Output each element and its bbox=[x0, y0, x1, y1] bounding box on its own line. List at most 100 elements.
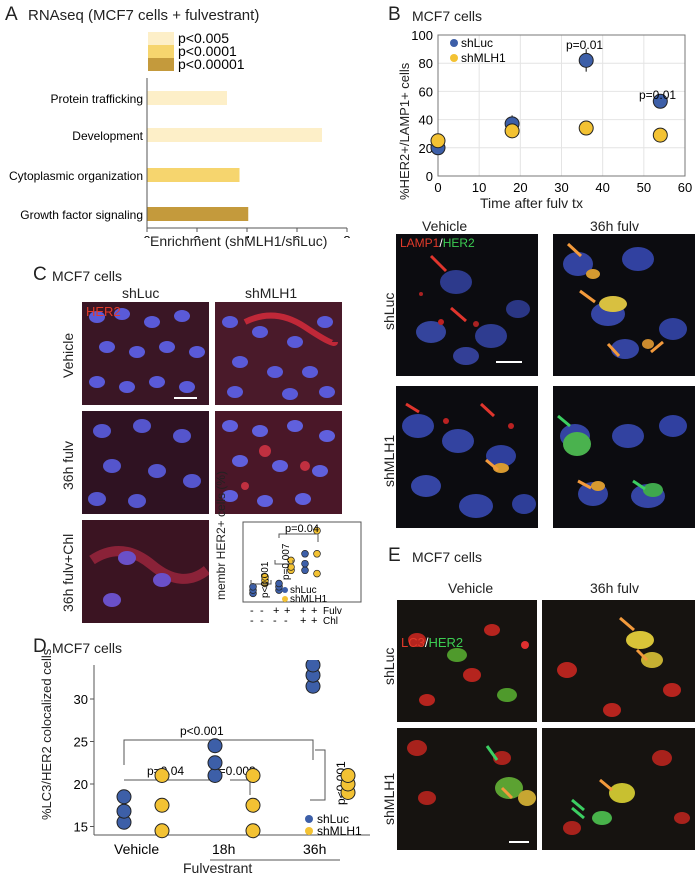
x-tick-label: 0 bbox=[143, 233, 150, 238]
cat-vehicle: Vehicle bbox=[114, 841, 159, 857]
x-tick-label: 20 bbox=[513, 180, 527, 195]
panel-a-chart: p<0.005 p<0.0001 p<0.00001 Protein traff… bbox=[9, 30, 351, 238]
e-stain-slash: / bbox=[424, 635, 429, 650]
inset-brackets bbox=[250, 533, 319, 585]
inset-sign: - bbox=[260, 605, 264, 617]
micro-c-shmlh1-vehicle bbox=[215, 302, 342, 405]
bar-label-0: Protein trafficking bbox=[51, 92, 144, 106]
e-stain-label: LC3/HER2 bbox=[401, 635, 463, 650]
e-col-vehicle: Vehicle bbox=[448, 580, 494, 596]
point-shMLH1 bbox=[154, 823, 170, 839]
c-row-vehicle: Vehicle bbox=[60, 332, 76, 378]
legend-shluc: shLuc bbox=[461, 36, 493, 50]
panel-d-letter: D bbox=[33, 636, 47, 657]
inset-sign: - bbox=[250, 605, 254, 617]
b-col-36h: 36h fulv bbox=[590, 218, 640, 234]
y-tick-label: 40 bbox=[419, 113, 433, 128]
panel-a-title: RNAseq (MCF7 cells + fulvestrant) bbox=[28, 7, 260, 24]
micrograph-image bbox=[542, 728, 695, 850]
bar-label-2: Cytoplasmic organization bbox=[9, 169, 143, 183]
micro-c-shluc-36h bbox=[82, 411, 209, 514]
point-shLuc bbox=[578, 52, 594, 68]
micro-c-shluc-vehicle: HER2 bbox=[82, 302, 209, 405]
point-shMLH1 bbox=[154, 797, 170, 813]
plot-frame bbox=[437, 34, 686, 177]
data-points bbox=[430, 49, 668, 156]
inset-pval-1: p<0.001 bbox=[260, 561, 271, 598]
inset-point-shLuc bbox=[301, 566, 309, 575]
panel-c-title: MCF7 cells bbox=[52, 268, 123, 284]
legend-shmlh1: shMLH1 bbox=[317, 824, 362, 838]
panel-b-xlabel: Time after fulv tx bbox=[480, 195, 583, 211]
panel-e-letter: E bbox=[388, 545, 401, 566]
panel-d-title: MCF7 cells bbox=[52, 640, 123, 656]
b-col-vehicle: Vehicle bbox=[422, 218, 468, 234]
inset-ylabel: membr HER2+ cells (%) bbox=[214, 470, 228, 600]
c-row-chl: 36h fulv+Chl bbox=[60, 533, 76, 612]
e-col-36h: 36h fulv bbox=[590, 580, 640, 596]
panel-a-xlabel: Enrichment (shMLH1/shLuc) bbox=[150, 233, 328, 249]
inset-point-shMLH1 bbox=[313, 550, 321, 558]
x-tick-label: 4 bbox=[243, 233, 250, 238]
legend-label-p000001: p<0.00001 bbox=[178, 56, 245, 72]
pval-d-1: p<0.001 bbox=[180, 724, 224, 738]
inset-sign: + bbox=[311, 615, 317, 627]
x-tick-label: 50 bbox=[637, 180, 651, 195]
micro-e-shmlh1-vehicle bbox=[397, 728, 537, 850]
micrograph-image bbox=[82, 520, 209, 623]
micro-c-shluc-chl bbox=[82, 520, 209, 623]
bar-label-1: Development bbox=[72, 129, 143, 143]
panel-b-chart: 0 20 40 60 80 100 0 10 20 30 40 50 60 shLuc shMLH1 p… bbox=[411, 28, 692, 195]
inset-point-shLuc bbox=[301, 559, 309, 568]
legend-label-p005: p<0.005 bbox=[178, 30, 229, 46]
panel-c-inset-chart: p<0.001 p=0.007 p=0.04 shLuc shMLH1 - - … bbox=[242, 521, 362, 627]
c-stain-her2: HER2 bbox=[86, 304, 121, 319]
micrograph-image bbox=[396, 386, 538, 528]
micrograph-image bbox=[396, 234, 538, 376]
legend-dot-shmlh1 bbox=[305, 827, 313, 835]
y-tick-label: 30 bbox=[74, 692, 88, 707]
inset-legend-dot-shmlh1 bbox=[282, 596, 288, 602]
bar-3 bbox=[147, 207, 249, 221]
panel-d-group-label: Fulvestrant bbox=[183, 860, 253, 876]
micro-b-shmlh1-vehicle bbox=[396, 386, 538, 528]
point-shLuc bbox=[207, 755, 223, 771]
legend-swatch-p00001a bbox=[148, 45, 174, 58]
inset-row-chl: Chl bbox=[323, 616, 338, 627]
x-ticks: 0 2 4 6 8 bbox=[143, 228, 351, 238]
micrograph-image bbox=[215, 302, 342, 405]
e-row-shmlh1: shMLH1 bbox=[381, 772, 397, 825]
data-points bbox=[116, 660, 356, 839]
panel-e-title: MCF7 cells bbox=[412, 549, 483, 565]
y-tick-label: 15 bbox=[74, 820, 88, 835]
x-tick-label: 6 bbox=[293, 233, 300, 238]
panel-c-letter: C bbox=[33, 264, 47, 285]
b-row-shluc: shLuc bbox=[381, 292, 397, 330]
micrograph-image bbox=[82, 411, 209, 514]
legend-swatch-p005 bbox=[148, 32, 174, 45]
micrograph-image bbox=[397, 600, 537, 722]
bar-label-3: Growth factor signaling bbox=[20, 208, 143, 222]
point-shMLH1 bbox=[430, 133, 446, 149]
inset-pval-2: p=0.007 bbox=[281, 543, 292, 580]
inset-legend-shmlh1: shMLH1 bbox=[290, 594, 328, 605]
micro-e-shmlh1-36h bbox=[542, 728, 695, 850]
pval-d-3: p=0.003 bbox=[212, 764, 256, 778]
bar-2 bbox=[147, 168, 240, 182]
x-tick-label: 2 bbox=[193, 233, 200, 238]
point-shLuc bbox=[116, 803, 132, 819]
y-tick-label: 20 bbox=[74, 777, 88, 792]
x-tick-label: 30 bbox=[554, 180, 568, 195]
c-col-shmlh1: shMLH1 bbox=[245, 285, 298, 301]
inset-sign: - bbox=[284, 615, 288, 627]
inset-row-fulv: Fulv bbox=[323, 606, 342, 617]
pval-54h: p=0.01 bbox=[639, 88, 676, 102]
b-stain-slash: / bbox=[439, 236, 443, 250]
b-row-shmlh1: shMLH1 bbox=[381, 434, 397, 487]
b-stain-her2: HER2 bbox=[442, 236, 475, 250]
bar-1 bbox=[147, 128, 322, 142]
inset-point-shLuc bbox=[275, 579, 283, 588]
e-stain-her2: HER2 bbox=[428, 635, 464, 650]
inset-point-shMLH1 bbox=[261, 573, 269, 581]
